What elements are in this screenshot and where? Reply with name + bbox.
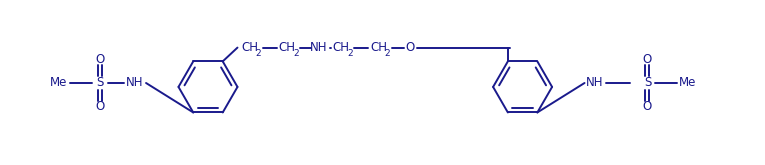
Text: 2: 2 [385,49,390,58]
Text: 2: 2 [256,49,262,58]
Text: S: S [644,77,651,89]
Text: O: O [95,100,105,113]
Text: CH: CH [333,41,350,54]
Text: CH: CH [278,41,296,54]
Text: Me: Me [679,77,696,89]
Text: 2: 2 [293,49,298,58]
Text: 2: 2 [347,49,353,58]
Text: CH: CH [370,41,387,54]
Text: O: O [95,53,105,66]
Text: CH: CH [242,41,259,54]
Text: NH: NH [311,41,328,54]
Text: O: O [643,100,652,113]
Text: NH: NH [586,77,603,89]
Text: Me: Me [50,77,67,89]
Text: NH: NH [125,77,143,89]
Text: S: S [96,77,103,89]
Text: O: O [643,53,652,66]
Text: O: O [405,41,414,54]
